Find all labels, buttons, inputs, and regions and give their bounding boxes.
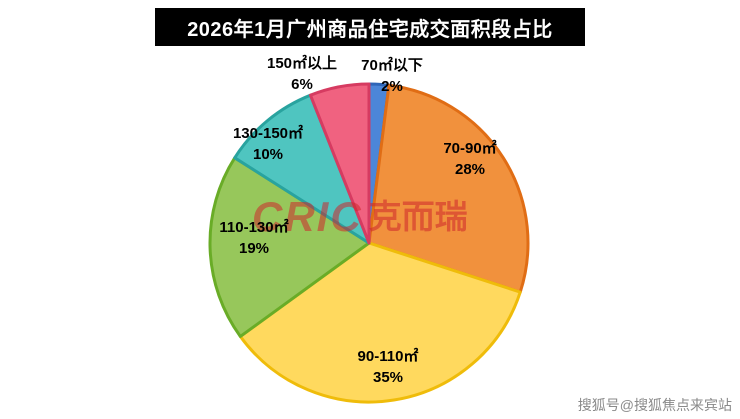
chart-title-bar: 2026年1月广州商品住宅成交面积段占比 <box>155 8 585 46</box>
pie-slice-2 <box>238 241 522 404</box>
chart-title: 2026年1月广州商品住宅成交面积段占比 <box>187 18 553 41</box>
pie-slice-5 <box>308 82 371 245</box>
pie-slice-4 <box>233 93 371 245</box>
pie-slice-1 <box>367 83 530 294</box>
sohu-watermark: 搜狐号@搜狐焦点来宾站 <box>577 397 732 413</box>
pie-slice-3 <box>208 156 371 338</box>
